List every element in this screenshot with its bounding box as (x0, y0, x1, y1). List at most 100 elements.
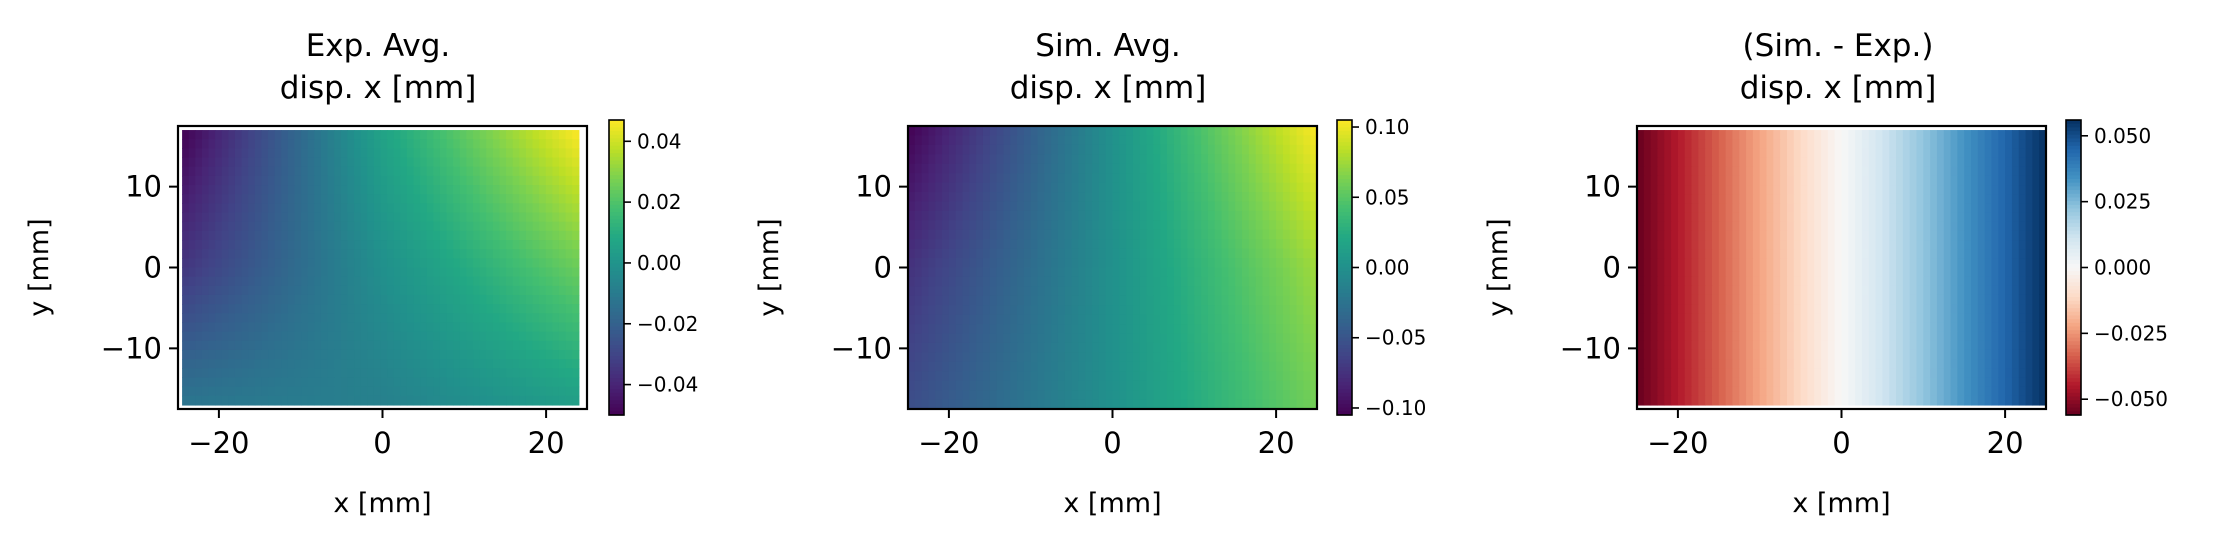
heatmap-cell (479, 185, 487, 195)
heatmap-cell (215, 368, 223, 379)
heatmap-cell (1698, 157, 1706, 168)
heatmap-cell (287, 377, 296, 388)
heatmap-cell (248, 285, 256, 296)
heatmap-cell (1214, 314, 1223, 325)
heatmap-cell (1126, 135, 1134, 146)
heatmap-cell (1194, 248, 1202, 259)
heatmap-cell (1194, 229, 1202, 240)
heatmap-cell (1664, 185, 1672, 195)
heatmap-cell (1187, 276, 1195, 287)
heatmap-cell (1766, 304, 1774, 314)
heatmap-cell (1936, 157, 1945, 168)
heatmap-cell (354, 130, 362, 140)
heatmap-cell (1173, 192, 1182, 203)
heatmap-cell (373, 221, 382, 232)
heatmap-cell (1010, 126, 1018, 137)
heatmap-cell (1773, 139, 1781, 149)
heatmap-cell (1248, 352, 1257, 363)
heatmap-cell (519, 221, 527, 232)
heatmap-cell (1896, 157, 1904, 168)
heatmap-cell (1153, 201, 1161, 212)
heatmap-cell (1827, 166, 1836, 177)
heatmap-cell (1194, 324, 1202, 335)
heatmap-cell (1855, 267, 1863, 278)
heatmap-cell (1296, 314, 1304, 325)
heatmap-cell (1923, 166, 1931, 177)
heatmap-cell (519, 313, 527, 324)
heatmap-cell (1030, 135, 1039, 146)
heatmap-cell (1023, 286, 1032, 297)
heatmap-cell (314, 249, 322, 259)
heatmap-cell (1643, 130, 1652, 140)
heatmap-cell (1092, 361, 1100, 372)
heatmap-cell (1003, 390, 1011, 401)
colorbar-segment (609, 252, 624, 258)
colorbar-segment (609, 370, 624, 376)
heatmap-cell (492, 258, 501, 269)
heatmap-cell (565, 313, 573, 324)
heatmap-cell (1017, 248, 1025, 259)
heatmap-cell (1194, 173, 1202, 184)
heatmap-cell (989, 258, 998, 269)
heatmap-cell (274, 240, 282, 250)
heatmap-cell (928, 380, 936, 391)
heatmap-cell (955, 314, 964, 325)
heatmap-cell (1289, 201, 1298, 212)
heatmap-cell (433, 258, 441, 269)
heatmap-cell (1242, 135, 1250, 146)
heatmap-cell (1003, 295, 1011, 306)
heatmap-cell (552, 194, 560, 204)
heatmap-cell (1037, 267, 1045, 278)
heatmap-cell (1235, 210, 1243, 221)
heatmap-cell (1282, 135, 1291, 146)
heatmap-cell (1201, 361, 1209, 372)
heatmap-cell (1207, 314, 1216, 325)
heatmap-cell (1153, 210, 1161, 221)
heatmap-cell (525, 249, 534, 259)
heatmap-cell (182, 331, 190, 342)
heatmap-cell (1085, 210, 1093, 221)
heatmap-cell (387, 276, 395, 287)
heatmap-cell (1132, 126, 1141, 137)
heatmap-cell (1194, 361, 1202, 372)
heatmap-cell (1650, 130, 1659, 140)
heatmap-cell (914, 210, 923, 221)
heatmap-cell (221, 221, 229, 232)
heatmap-cell (1786, 276, 1795, 287)
heatmap-cell (1282, 201, 1291, 212)
heatmap-cell (208, 240, 216, 250)
heatmap-cell (215, 322, 223, 333)
heatmap-cell (234, 267, 243, 278)
heatmap-cell (1255, 342, 1264, 353)
heatmap-cell (387, 294, 395, 305)
heatmap-cell (1303, 239, 1311, 250)
heatmap-cell (1160, 390, 1168, 401)
heatmap-cell (281, 395, 289, 406)
heatmap-cell (360, 175, 368, 186)
heatmap-cell (976, 286, 984, 297)
heatmap-cell (439, 267, 448, 278)
heatmap-cell (1173, 399, 1182, 410)
heatmap-cell (1030, 305, 1039, 316)
heatmap-cell (1037, 314, 1045, 325)
heatmap-cell (1276, 342, 1284, 353)
heatmap-cell (532, 340, 540, 351)
colorbar-segment (1337, 378, 1352, 383)
heatmap-cell (1003, 135, 1011, 146)
heatmap-cell (439, 368, 448, 379)
heatmap-cell (2018, 139, 2027, 149)
heatmap-cell (208, 130, 216, 140)
heatmap-cell (1746, 249, 1754, 259)
colorbar-segment (609, 274, 624, 280)
heatmap-cell (1126, 126, 1134, 137)
heatmap-cell (996, 390, 1005, 401)
heatmap-cell (908, 248, 916, 259)
heatmap-cell (1139, 314, 1148, 325)
heatmap-cell (373, 166, 382, 177)
heatmap-cell (1201, 324, 1209, 335)
heatmap-cell (380, 395, 388, 406)
heatmap-cell (241, 267, 249, 278)
heatmap-cell (1214, 342, 1223, 353)
heatmap-cell (1882, 212, 1890, 223)
heatmap-cell (1296, 286, 1304, 297)
